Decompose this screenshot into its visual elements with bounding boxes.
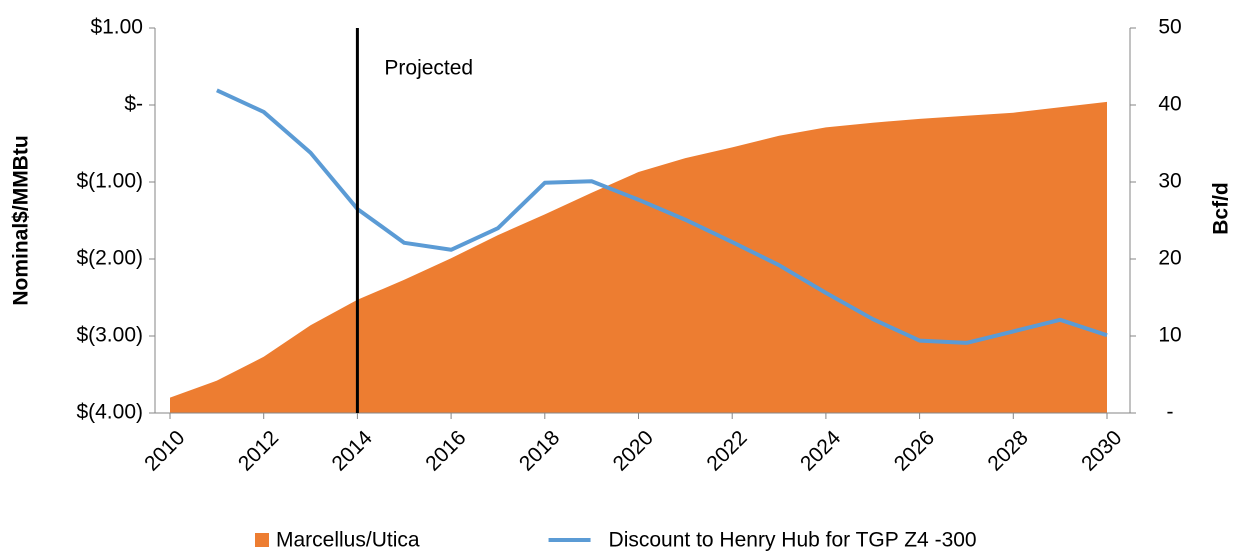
legend-label: Marcellus/Utica bbox=[276, 529, 420, 552]
x-tick-label: 2022 bbox=[702, 426, 751, 475]
x-tick-label: 2026 bbox=[890, 426, 939, 475]
y-tick-label: $(3.00) bbox=[76, 324, 143, 347]
x-tick-label: 2012 bbox=[234, 426, 283, 475]
x-tick-label: 2020 bbox=[609, 426, 658, 475]
y2-tick-label: 40 bbox=[1158, 93, 1181, 116]
x-tick-label: 2018 bbox=[515, 426, 564, 475]
y2-tick-label: 30 bbox=[1158, 170, 1181, 193]
x-tick-label: 2024 bbox=[796, 426, 846, 476]
y2-tick-label: - bbox=[1167, 401, 1174, 424]
y-tick-label: $- bbox=[124, 93, 143, 116]
y2-tick-label: 10 bbox=[1158, 324, 1181, 347]
y-tick-label: $(4.00) bbox=[76, 401, 143, 424]
y-tick-label: $1.00 bbox=[90, 16, 143, 39]
annotation: Projected bbox=[384, 57, 473, 80]
legend-item: Marcellus/Utica bbox=[255, 529, 420, 552]
y-tick-label: $(2.00) bbox=[76, 247, 143, 270]
x-tick-label: 2014 bbox=[328, 426, 378, 476]
y2-axis-label: Bcf/d bbox=[1210, 182, 1233, 235]
area bbox=[170, 101, 1107, 414]
y-tick-label: $(1.00) bbox=[76, 170, 143, 193]
x-tick-label: 2016 bbox=[421, 426, 470, 475]
line bbox=[216, 88, 1108, 345]
legend-item: Discount to Henry Hub for TGP Z4 -300 bbox=[548, 529, 977, 552]
x-tick-label: 2030 bbox=[1077, 426, 1126, 475]
x-tick-label: 2028 bbox=[983, 426, 1032, 475]
legend-swatch bbox=[255, 533, 269, 547]
y2-tick-label: 20 bbox=[1158, 247, 1181, 270]
y-axis-label: Nominal$/MMBtu bbox=[10, 135, 33, 305]
legend-label: Discount to Henry Hub for TGP Z4 -300 bbox=[609, 529, 977, 552]
x-tick-label: 2010 bbox=[140, 426, 189, 475]
y2-tick-label: 50 bbox=[1158, 16, 1181, 39]
